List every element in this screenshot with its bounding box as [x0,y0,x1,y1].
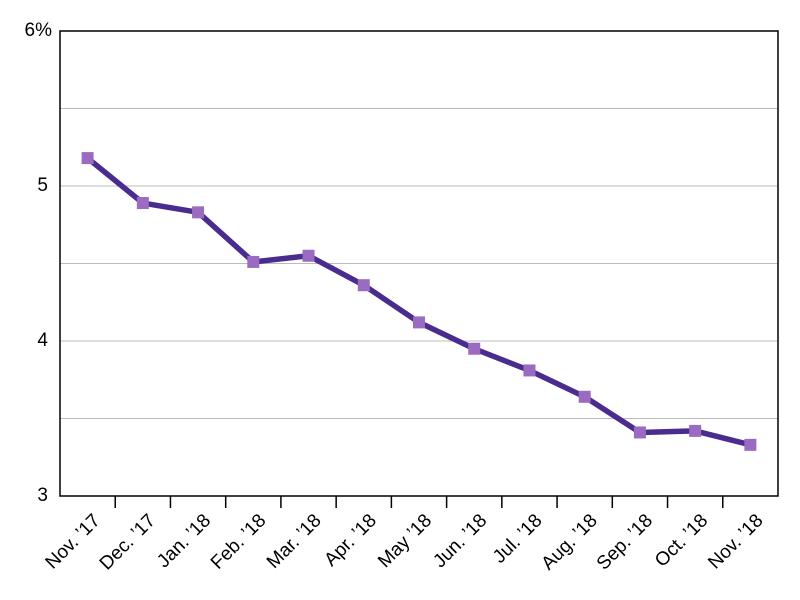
marker [192,206,205,219]
marker [302,249,315,262]
x-tick-label: Nov. ’17 [42,510,105,573]
series-line [85,155,752,448]
x-tick-label: Feb. ’18 [207,510,270,573]
plot-frame [59,30,779,497]
marker [81,152,94,165]
y-tick-label: 5 [37,175,48,196]
marker [633,426,646,439]
x-tick-label: Nov. ’18 [704,510,767,573]
marker [689,424,702,437]
x-tick-label: May ’18 [374,510,436,572]
x-tick-label: Oct. ’18 [651,510,712,571]
x-tick-label: Dec. ’17 [96,510,160,574]
marker [468,342,481,355]
marker [413,316,425,329]
x-tick-label: Jun. ’18 [429,510,491,572]
x-tick-label: Mar. ’18 [263,510,326,573]
y-tick-label: 6% [25,20,53,41]
marker [136,197,149,210]
x-tick-label: Aug. ’18 [538,510,602,574]
x-tick-label: Jan. ’18 [153,510,215,572]
x-tick-label: Sep. ’18 [593,510,657,574]
y-tick-label: 3 [37,485,48,506]
marker [578,390,591,403]
y-tick-label: 4 [37,330,48,351]
marker [523,364,536,377]
marker [744,438,757,451]
marker [247,255,260,268]
marker [357,279,370,292]
x-tick-label: Apr. ’18 [320,510,380,570]
